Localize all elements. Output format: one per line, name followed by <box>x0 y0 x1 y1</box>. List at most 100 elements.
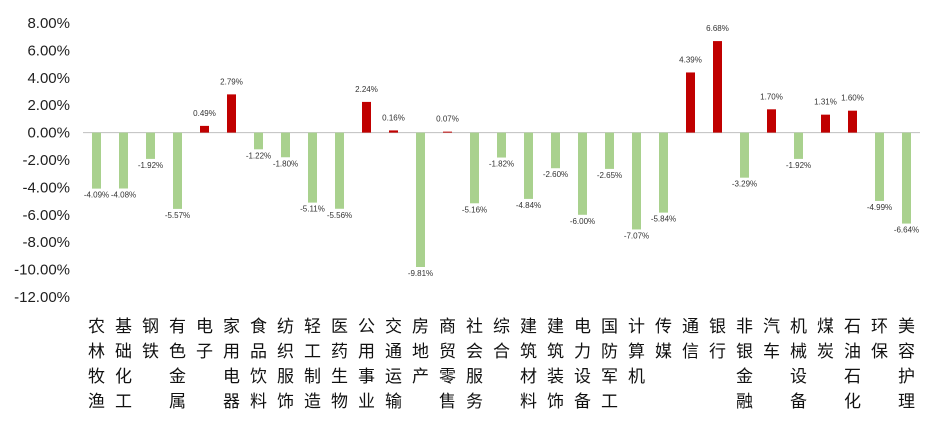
category-label-char: 运 <box>385 367 402 387</box>
data-label: -4.08% <box>111 190 136 199</box>
category-label-char: 材 <box>520 367 537 387</box>
category-label: 计算机 <box>628 317 645 387</box>
category-label-char: 物 <box>331 392 348 412</box>
data-label: -5.56% <box>327 211 352 220</box>
category-label: 基础化工 <box>115 317 132 412</box>
category-label-char: 农 <box>88 317 105 337</box>
data-label: -1.80% <box>273 159 298 168</box>
category-label-char: 工 <box>304 342 321 362</box>
category-label: 石油石化 <box>844 317 861 412</box>
category-label: 社会服务 <box>466 317 483 412</box>
bar <box>686 72 695 133</box>
category-label-char: 化 <box>844 392 861 412</box>
bar <box>200 125 209 133</box>
category-label-char: 础 <box>115 342 132 362</box>
category-label-char: 筑 <box>547 342 564 362</box>
data-label: 1.31% <box>814 98 837 107</box>
data-label: -1.92% <box>786 161 811 170</box>
category-label-char: 行 <box>709 342 726 362</box>
category-label-char: 产 <box>412 367 429 387</box>
bar <box>551 132 560 169</box>
data-label: 0.49% <box>193 109 216 118</box>
category-label-char: 通 <box>385 342 402 362</box>
category-label-char: 化 <box>115 367 132 387</box>
category-label-char: 算 <box>628 342 645 362</box>
category-label-char: 制 <box>304 367 321 387</box>
y-tick-label: -6.00% <box>22 207 70 224</box>
bar <box>92 132 101 189</box>
category-label: 纺织服饰 <box>277 317 294 412</box>
category-label-char: 金 <box>169 367 186 387</box>
category-label-char: 装 <box>547 367 564 387</box>
category-label-char: 炭 <box>817 342 834 362</box>
category-label-char: 融 <box>736 392 753 412</box>
y-tick-label: -4.00% <box>22 179 70 196</box>
category-label-char: 属 <box>169 392 186 412</box>
category-label: 电子 <box>196 317 213 362</box>
category-label-char: 环 <box>871 317 888 337</box>
category-label-char: 基 <box>115 317 132 337</box>
category-label-char: 牧 <box>88 367 105 387</box>
data-label: -1.22% <box>246 151 271 160</box>
bar <box>389 130 398 133</box>
category-label: 食品饮料 <box>250 317 267 412</box>
data-label: 2.24% <box>355 85 378 94</box>
category-label-char: 林 <box>88 342 105 362</box>
bar <box>794 132 803 159</box>
data-label: -5.84% <box>651 215 676 224</box>
category-label-char: 务 <box>466 392 483 412</box>
y-tick-label: -10.00% <box>14 262 70 279</box>
data-label: -1.82% <box>489 160 514 169</box>
bar <box>605 132 614 169</box>
data-label: -2.65% <box>597 171 622 180</box>
category-label-char: 通 <box>682 317 699 337</box>
category-label-char: 渔 <box>88 392 105 412</box>
category-label-char: 医 <box>331 317 348 337</box>
category-label-char: 社 <box>466 317 483 337</box>
category-label-char: 美 <box>898 317 915 337</box>
category-label: 国防军工 <box>601 317 618 412</box>
category-label: 医药生物 <box>331 317 348 412</box>
category-label-char: 工 <box>601 392 618 412</box>
data-label: -5.11% <box>300 205 325 214</box>
category-label-char: 铁 <box>142 342 159 362</box>
category-label-char: 油 <box>844 342 861 362</box>
category-label: 公用事业 <box>358 317 375 412</box>
category-label: 商贸零售 <box>439 317 456 412</box>
category-label-char: 生 <box>331 367 348 387</box>
category-label: 建筑装饰 <box>547 317 564 412</box>
bar <box>416 132 425 267</box>
category-label-char: 公 <box>358 317 375 337</box>
bar <box>659 132 668 213</box>
category-label: 有色金属 <box>169 317 186 412</box>
bar <box>470 132 479 204</box>
category-label-char: 有 <box>169 317 186 337</box>
category-label-char: 建 <box>547 317 564 337</box>
category-label: 家用电器 <box>223 317 240 412</box>
category-label-char: 色 <box>169 342 186 362</box>
bar <box>308 132 317 203</box>
data-label: -4.84% <box>516 201 541 210</box>
bar <box>335 132 344 209</box>
category-label: 美容护理 <box>898 317 915 412</box>
category-label-char: 银 <box>736 342 753 362</box>
category-label: 交通运输 <box>385 317 402 412</box>
category-label: 非银金融 <box>736 317 753 412</box>
category-label-char: 品 <box>250 342 267 362</box>
category-label-char: 药 <box>331 342 348 362</box>
bar <box>362 101 371 133</box>
bar <box>227 94 236 133</box>
category-label-char: 用 <box>223 342 240 362</box>
category-label-char: 媒 <box>655 342 672 362</box>
category-label-char: 料 <box>520 392 537 412</box>
category-label-char: 造 <box>304 392 321 412</box>
bar <box>254 132 263 150</box>
category-label-char: 商 <box>439 317 456 337</box>
category-label-char: 用 <box>358 342 375 362</box>
category-label-char: 煤 <box>817 317 834 337</box>
category-label-char: 合 <box>493 342 510 362</box>
category-label-char: 料 <box>250 392 267 412</box>
data-label: 6.68% <box>706 24 729 33</box>
category-label-char: 业 <box>358 392 375 412</box>
